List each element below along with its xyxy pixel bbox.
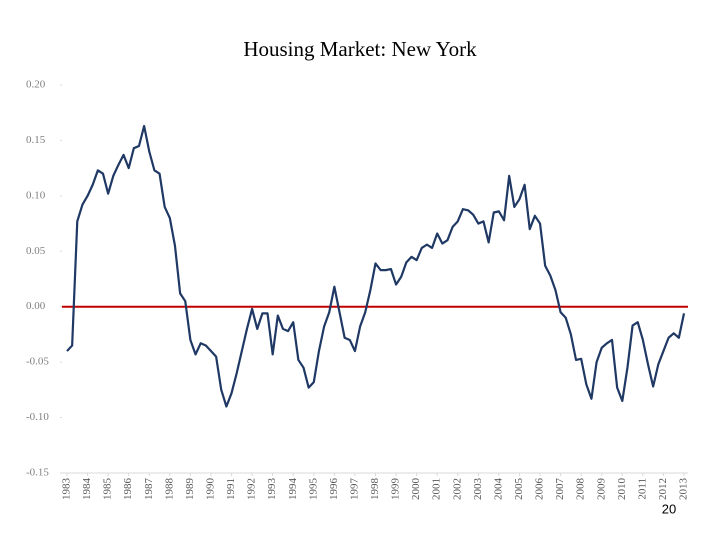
x-tick-label: 2012	[657, 478, 669, 500]
x-tick-label: 2005	[513, 478, 525, 501]
y-tick-label: 0.20	[26, 79, 46, 91]
x-tick-label: 1991	[225, 478, 237, 500]
x-tick-label: 1995	[307, 478, 319, 501]
page-number: 20	[662, 501, 676, 516]
y-tick-label: -0.15	[26, 467, 49, 479]
x-tick-label: 1998	[369, 478, 381, 501]
x-tick-label: 1986	[122, 478, 134, 501]
x-tick-label: 2013	[678, 478, 690, 501]
data-line	[66, 124, 686, 408]
x-tick-label: 2001	[431, 478, 443, 500]
x-tick-label: 1989	[184, 478, 196, 501]
x-tick-label: 1992	[246, 478, 258, 500]
y-tick-label: 0.15	[26, 134, 46, 146]
x-tick-label: 1987	[143, 478, 155, 501]
x-tick-label: 1993	[266, 478, 278, 501]
x-tick-label: 2003	[472, 478, 484, 501]
y-tick-label: -0.10	[26, 411, 49, 423]
y-tick-label: 0.10	[26, 189, 46, 201]
x-tick-label: 1996	[328, 478, 340, 501]
x-tick-label: 1988	[163, 478, 175, 501]
x-tick-label: 2011	[636, 478, 648, 500]
x-tick-label: 1994	[287, 478, 299, 501]
x-tick-label: 2002	[451, 478, 463, 500]
x-tick-label: 2008	[575, 478, 587, 501]
x-tick-label: 2009	[595, 478, 607, 501]
y-tick-label: 0.05	[26, 245, 46, 257]
y-tick-label: -0.05	[26, 356, 49, 368]
x-tick-label: 2004	[492, 478, 504, 501]
x-tick-label: 1999	[390, 478, 402, 501]
x-tick-label: 2007	[554, 478, 566, 501]
x-tick-label: 2010	[616, 478, 628, 501]
y-tick-label: 0.00	[26, 300, 46, 312]
x-tick-label: 1983	[61, 478, 73, 501]
x-tick-label: 2000	[410, 478, 422, 501]
x-tick-label: 2006	[534, 478, 546, 501]
chart-title: Housing Market: New York	[243, 37, 477, 61]
x-tick-label: 1984	[81, 478, 93, 501]
x-tick-label: 1990	[204, 478, 216, 501]
x-tick-label: 1985	[102, 478, 114, 501]
x-tick-label: 1997	[348, 478, 360, 501]
